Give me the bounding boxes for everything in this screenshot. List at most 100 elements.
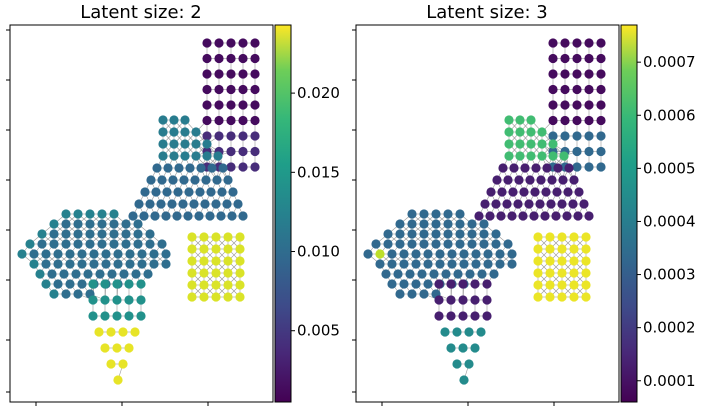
graph-node [465, 269, 475, 279]
graph-node [156, 199, 166, 209]
graph-node [482, 295, 492, 305]
graph-node [214, 115, 224, 126]
graph-node [557, 256, 567, 266]
graph-node [83, 269, 93, 279]
graph-node [95, 269, 105, 279]
axis-ticks-left [6, 29, 209, 406]
graph-node [479, 219, 489, 229]
graph-node [581, 268, 591, 278]
graph-node [551, 211, 561, 221]
graph-node [184, 187, 194, 197]
graph-node [106, 359, 116, 369]
graph-node [207, 163, 217, 173]
graph-node [235, 232, 245, 242]
graph-node [381, 269, 391, 279]
graph-node [557, 244, 567, 254]
graph-node [387, 249, 397, 259]
graph-node [109, 219, 119, 229]
graph-node [226, 100, 236, 110]
graph-node [458, 279, 468, 289]
graph-node [77, 259, 87, 269]
graph-node [447, 249, 457, 259]
graph-node [113, 375, 123, 385]
graph-node [497, 187, 507, 197]
graph-node [65, 279, 75, 289]
graph-node [579, 199, 589, 209]
graph-node [85, 209, 95, 219]
graph-node [482, 279, 492, 289]
graph-node [238, 53, 248, 64]
graph-node [470, 343, 480, 353]
graph-node [191, 151, 201, 161]
graph-node [223, 280, 233, 290]
graph-node [49, 229, 59, 239]
graph-node [180, 139, 190, 149]
graph-node [548, 115, 558, 126]
graph-node [118, 327, 128, 337]
graph-node [143, 269, 153, 279]
graph-node [121, 239, 131, 249]
graph-node [214, 131, 224, 141]
graph-node [504, 139, 514, 149]
graph-node [584, 53, 594, 64]
graph-node [211, 280, 221, 290]
graph-node [498, 163, 508, 173]
graph-node [584, 131, 594, 141]
graph-node [214, 53, 224, 64]
graph-node [533, 232, 543, 242]
graph-node [545, 292, 555, 302]
graph-node [227, 211, 237, 221]
graph-node [179, 175, 189, 185]
graph-node [584, 38, 594, 48]
graph-node [250, 115, 260, 126]
graph-node [557, 199, 567, 209]
graph-node [124, 279, 134, 289]
graph-node [47, 269, 57, 279]
graph-node [486, 187, 496, 197]
graph-node [85, 229, 95, 239]
graph-node [560, 131, 570, 141]
graph-node [496, 211, 506, 221]
graph-node [569, 175, 579, 185]
graph-node [407, 239, 417, 249]
graph-node [572, 100, 582, 110]
graph-node [431, 219, 441, 229]
chart-title-left: Latent size: 2 [80, 2, 202, 23]
graph-node [187, 244, 197, 254]
graph-node [61, 219, 71, 229]
graph-node [552, 187, 562, 197]
graph-node [235, 256, 245, 266]
graph-node [537, 151, 547, 161]
graph-node [470, 279, 480, 289]
graph-node [145, 199, 155, 209]
graph-node [199, 280, 209, 290]
graph-node [158, 127, 168, 137]
colorbar-left [274, 24, 292, 403]
colorbar-tick-label: 0.0007 [643, 53, 696, 71]
graph-node [214, 38, 224, 48]
graph-node [49, 219, 59, 229]
graph-node [526, 151, 536, 161]
graph-node [459, 375, 469, 385]
graph-node [429, 269, 439, 279]
graph-node [584, 115, 594, 126]
graph-node [202, 84, 212, 95]
graph-node [596, 131, 606, 141]
graph-node [223, 232, 233, 242]
graph-node [238, 211, 248, 221]
graph-node [399, 249, 409, 259]
graph-node [199, 268, 209, 278]
graph-node [434, 311, 444, 321]
graph-node [187, 292, 197, 302]
graph-node [88, 295, 98, 305]
graph-node [101, 259, 111, 269]
graph-node [250, 100, 260, 110]
graph-node [435, 259, 445, 269]
graph-node [395, 219, 405, 229]
graph-node [453, 269, 463, 279]
graph-node [574, 187, 584, 197]
graph-node [152, 163, 162, 173]
graph-node [112, 311, 122, 321]
graph-node [169, 115, 179, 125]
graph-node [213, 151, 223, 161]
